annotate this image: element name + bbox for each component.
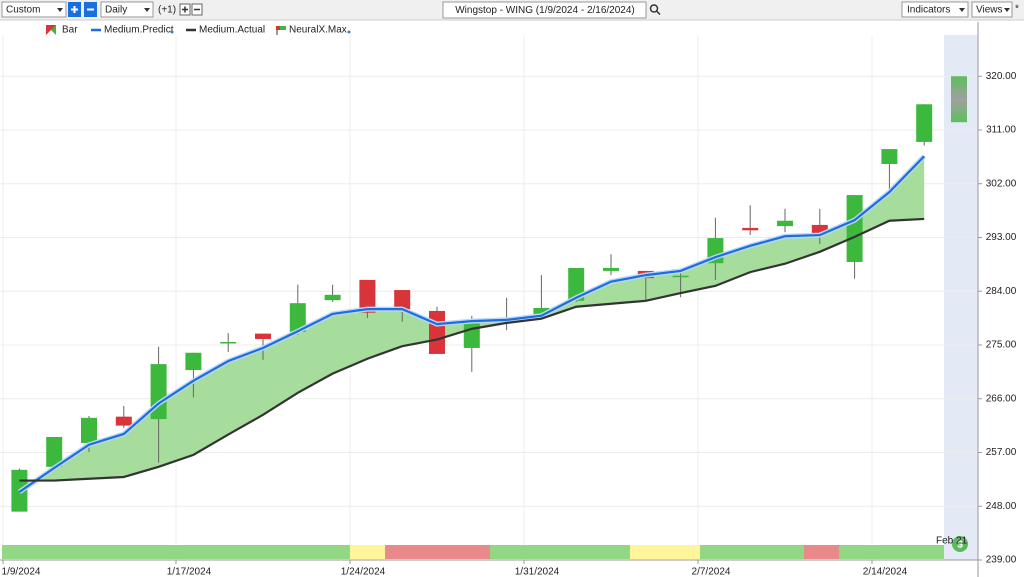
- forecast-region: [944, 35, 978, 560]
- legend-swatch: [280, 26, 286, 30]
- legend-label: Medium.Predict: [104, 25, 174, 36]
- candle-body: [916, 104, 933, 142]
- legend-dot: [347, 30, 351, 34]
- band-segment: [385, 545, 490, 559]
- band-segment: [2, 545, 350, 559]
- symbol-title: Wingstop - WING (1/9/2024 - 2/16/2024): [455, 5, 635, 16]
- legend-dot: [170, 30, 174, 34]
- views-text: Views: [976, 5, 1003, 16]
- signal-band: [2, 545, 944, 559]
- candle-body: [672, 275, 689, 278]
- dropdown-arrow: [57, 8, 63, 12]
- x-tick-label: 2/14/2024: [863, 567, 908, 577]
- legend-label: NeuralX.Max: [289, 25, 347, 36]
- y-tick-label: 311.00: [986, 125, 1016, 136]
- x-tick-label: 1/9/2024: [2, 567, 41, 577]
- candle-body: [603, 267, 619, 271]
- y-tick-label: 239.00: [986, 555, 1017, 566]
- interval-select[interactable]: [100, 1, 154, 18]
- band-segment: [839, 545, 944, 559]
- symbol-box[interactable]: [442, 1, 647, 19]
- candle-body: [81, 417, 97, 443]
- candle-body: [185, 352, 202, 371]
- candle-body: [777, 220, 793, 227]
- dropdown-arrow: [959, 8, 965, 12]
- y-tick-label: 293.00: [986, 232, 1017, 243]
- search-icon[interactable]: [649, 4, 659, 13]
- candle-body: [289, 303, 306, 332]
- candle-body: [846, 195, 863, 262]
- candle-body: [742, 227, 759, 231]
- indicators-text: Indicators: [907, 5, 950, 16]
- y-tick-label: 320.00: [986, 71, 1017, 82]
- candle-body: [359, 279, 376, 313]
- plus-icon: [182, 6, 188, 13]
- period-text: Custom: [6, 5, 40, 16]
- candle-body: [255, 333, 271, 340]
- candle-body: [881, 149, 898, 165]
- views-marker: *: [1015, 4, 1019, 15]
- offset-text: (+1): [158, 5, 176, 16]
- dropdown-arrow: [1004, 8, 1010, 12]
- candle-body: [463, 321, 480, 348]
- forecast-box: [951, 76, 967, 123]
- candle-body: [811, 224, 828, 234]
- legend-swatch: [46, 25, 56, 35]
- forecast-icon[interactable]: [952, 536, 968, 552]
- candle-body: [46, 436, 63, 467]
- y-tick-label: 257.00: [986, 447, 1017, 458]
- candle-body: [220, 341, 237, 344]
- band-segment: [350, 545, 385, 559]
- x-tick-label: 1/17/2024: [167, 567, 212, 577]
- candle-body: [324, 294, 341, 301]
- candle-body: [115, 416, 132, 426]
- y-tick-label: 284.00: [986, 286, 1017, 297]
- band-segment: [630, 545, 700, 559]
- y-tick-label: 302.00: [986, 178, 1017, 189]
- legend-label: Bar: [62, 25, 78, 36]
- views-button[interactable]: [971, 1, 1013, 18]
- y-tick-label: 266.00: [986, 393, 1017, 404]
- period-select[interactable]: [1, 1, 67, 18]
- candle-body: [568, 267, 585, 301]
- band-segment: [804, 545, 839, 559]
- candle-body: [533, 307, 550, 314]
- interval-text: Daily: [105, 5, 127, 16]
- legend-swatch: [276, 26, 280, 30]
- plus-icon: [71, 6, 78, 13]
- line: [18, 155, 925, 493]
- candle-body: [429, 310, 445, 354]
- forecast-icon-symbol: $: [957, 540, 963, 551]
- legend-label: Medium.Actual: [199, 25, 265, 36]
- band-segment: [700, 545, 804, 559]
- x-tick-label: 1/24/2024: [341, 567, 386, 577]
- band-segment: [490, 545, 630, 559]
- forecast-date: Feb 21: [936, 536, 968, 547]
- y-tick-label: 248.00: [986, 501, 1017, 512]
- dropdown-arrow: [144, 8, 150, 12]
- y-tick-label: 275.00: [986, 340, 1017, 351]
- line: [19, 217, 925, 482]
- candle-body: [394, 290, 411, 310]
- x-tick-label: 1/31/2024: [515, 567, 560, 577]
- x-tick-label: 2/7/2024: [692, 567, 731, 577]
- indicators-button[interactable]: [901, 1, 969, 18]
- search-handle: [655, 10, 661, 16]
